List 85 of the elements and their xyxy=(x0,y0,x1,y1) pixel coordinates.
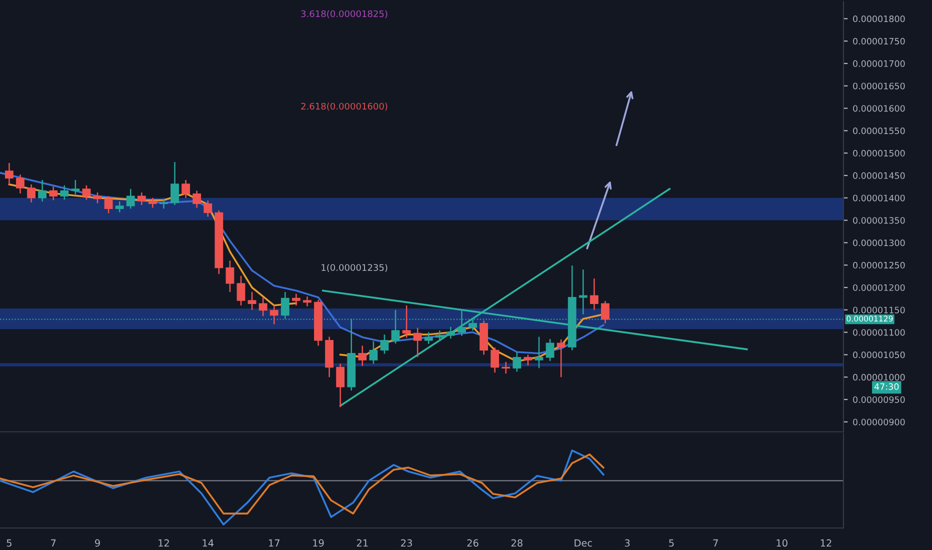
y-tick-label: 0.00001200 xyxy=(853,284,905,291)
y-tick-label: 0.00001550 xyxy=(853,128,905,134)
candlestick xyxy=(248,291,256,311)
candlestick xyxy=(137,192,146,206)
y-tick-label: 0.00001650 xyxy=(853,82,905,90)
candlestick xyxy=(380,334,389,354)
candlestick xyxy=(16,174,24,194)
x-tick-label: 7 xyxy=(51,539,56,546)
text: 47:30 xyxy=(874,383,899,390)
candlestick xyxy=(534,336,544,369)
annotation: 3.618(0.00001825) xyxy=(301,10,388,18)
candlestick xyxy=(148,197,157,208)
x-tick-label: Dec xyxy=(574,539,592,547)
candlestick xyxy=(590,278,598,311)
y-tick-label: 0.00000900 xyxy=(853,418,905,426)
y-tick-label: 0.00001450 xyxy=(853,172,905,179)
x-tick-label: 21 xyxy=(356,539,368,546)
x-tick-label: 19 xyxy=(313,539,324,547)
y-tick-label: 0.00001700 xyxy=(853,60,905,67)
x-tick-label: 5 xyxy=(6,539,12,547)
x-tick-label: 17 xyxy=(268,539,280,546)
x-tick-label: 14 xyxy=(202,539,214,546)
candlestick xyxy=(104,195,113,214)
candlestick xyxy=(303,296,312,307)
candlestick xyxy=(71,179,80,195)
candlestick xyxy=(192,190,202,208)
candlestick xyxy=(446,326,455,340)
y-tick-label: 0.00001000 xyxy=(853,374,905,381)
candlestick xyxy=(226,260,234,293)
y-tick-label: 0.00001300 xyxy=(853,240,905,246)
y-tick-label: 0.00001250 xyxy=(853,262,905,269)
candlestick xyxy=(578,268,588,315)
candlestick xyxy=(512,351,522,372)
candlestick xyxy=(115,200,124,213)
candlestick xyxy=(336,363,345,408)
candlestick xyxy=(601,300,610,324)
candlestick xyxy=(435,330,444,342)
candlestick xyxy=(27,184,36,203)
candlestick xyxy=(546,338,554,362)
candlestick xyxy=(502,361,510,374)
annotation: 2.618(0.00001600) xyxy=(301,102,388,111)
x-tick-label: 9 xyxy=(95,539,100,547)
candlestick xyxy=(126,188,135,210)
y-tick-label: 0.00000950 xyxy=(853,396,905,403)
x-tick-label: 3 xyxy=(624,539,630,547)
candlestick xyxy=(49,186,58,201)
candlestick xyxy=(369,340,378,364)
candlestick xyxy=(60,184,69,200)
candlestick xyxy=(160,198,168,210)
candlestick xyxy=(270,304,278,325)
x-tick-label: 26 xyxy=(467,539,478,547)
candlestick xyxy=(292,293,300,306)
x-tick-label: 28 xyxy=(511,539,522,547)
candlestick xyxy=(424,332,433,345)
x-tick-label: 10 xyxy=(776,539,788,547)
candlestick xyxy=(204,200,212,218)
candlestick xyxy=(358,345,367,367)
y-tick-label: 0.00001500 xyxy=(853,150,905,157)
x-tick-label: 7 xyxy=(713,539,718,546)
y-tick-label: 0.00001050 xyxy=(853,352,905,358)
candlestick xyxy=(524,354,532,366)
candlestick xyxy=(93,192,102,204)
y-tick-label: 0.00001600 xyxy=(853,105,905,112)
candlestick xyxy=(490,346,500,374)
x-tick-label: 12 xyxy=(158,539,169,546)
y-tick-label: 0.00001800 xyxy=(853,16,905,22)
candlestick xyxy=(413,327,422,358)
candlestick xyxy=(82,184,91,200)
y-tick-label: 0.00001100 xyxy=(853,329,905,336)
candlestick xyxy=(182,179,190,199)
y-tick-label: 0.00001150 xyxy=(853,306,905,314)
candlestick xyxy=(402,304,411,338)
y-tick-label: 0.00001400 xyxy=(853,194,905,202)
y-tick-label: 0.00001350 xyxy=(853,217,905,224)
candlestick xyxy=(258,296,268,317)
y-tick-label: 0.00001750 xyxy=(853,38,905,45)
x-tick-label: 23 xyxy=(401,539,412,547)
candlestick xyxy=(170,161,179,206)
x-tick-label: 5 xyxy=(669,539,674,547)
candlestick xyxy=(556,338,566,378)
candlestick xyxy=(38,179,47,202)
candlestick xyxy=(236,275,246,306)
annotation: 1(0.00001235) xyxy=(322,264,388,272)
x-tick-label: 12 xyxy=(820,539,832,546)
candlestick xyxy=(4,162,14,186)
